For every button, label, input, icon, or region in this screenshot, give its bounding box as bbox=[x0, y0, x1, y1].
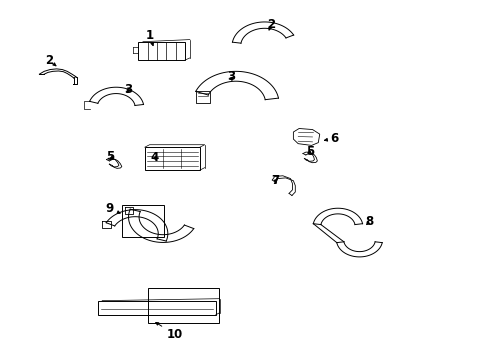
Bar bbox=[138, 42, 184, 60]
Text: 8: 8 bbox=[364, 215, 372, 228]
Text: 4: 4 bbox=[150, 151, 158, 164]
Text: 3: 3 bbox=[124, 83, 132, 96]
Text: 5: 5 bbox=[306, 145, 314, 158]
Bar bbox=[98, 301, 215, 315]
Text: 1: 1 bbox=[145, 29, 153, 46]
Text: 3: 3 bbox=[226, 71, 235, 84]
Text: 2: 2 bbox=[45, 54, 56, 67]
Text: 9: 9 bbox=[105, 202, 120, 215]
Text: 6: 6 bbox=[324, 132, 338, 145]
Text: 5: 5 bbox=[106, 150, 114, 163]
Bar bbox=[122, 205, 164, 237]
Text: 7: 7 bbox=[271, 174, 279, 187]
Text: 10: 10 bbox=[156, 323, 183, 341]
Bar bbox=[144, 147, 200, 170]
Bar bbox=[147, 288, 218, 323]
Text: 2: 2 bbox=[267, 18, 275, 31]
